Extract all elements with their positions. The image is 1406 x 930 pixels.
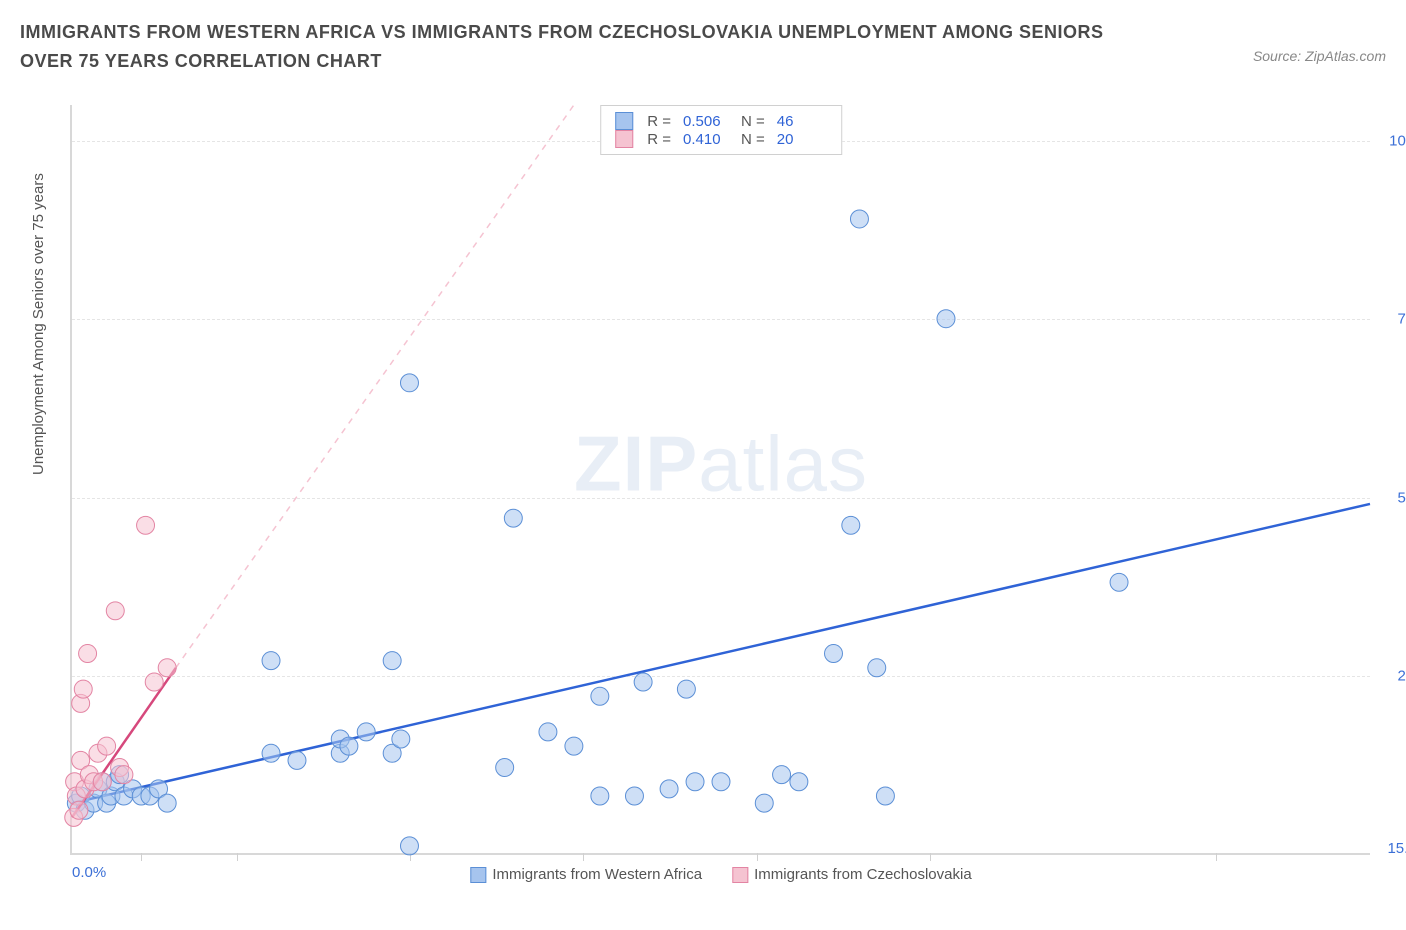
data-point — [712, 773, 730, 791]
x-tick-max: 15.0% — [1387, 840, 1406, 857]
data-point — [825, 645, 843, 663]
data-point — [262, 652, 280, 670]
x-tick-min: 0.0% — [72, 864, 106, 881]
legend-row: R = 0.506 N = 46 — [615, 112, 827, 130]
data-point — [400, 837, 418, 855]
data-point — [660, 780, 678, 798]
n-value: 20 — [777, 131, 827, 148]
source-attribution: Source: ZipAtlas.com — [1253, 48, 1386, 64]
y-axis-label: Unemployment Among Seniors over 75 years — [30, 173, 47, 475]
data-point — [115, 766, 133, 784]
legend-swatch — [615, 130, 633, 148]
scatter-svg — [72, 105, 1370, 853]
data-point — [591, 787, 609, 805]
correlation-chart: Unemployment Among Seniors over 75 years… — [20, 95, 1386, 905]
series-legend: Immigrants from Western Africa Immigrants… — [470, 866, 971, 883]
data-point — [876, 787, 894, 805]
data-point — [392, 730, 410, 748]
correlation-legend: R = 0.506 N = 46 R = 0.410 N = 20 — [600, 105, 842, 155]
data-point — [625, 787, 643, 805]
legend-item: Immigrants from Western Africa — [470, 866, 702, 883]
data-point — [677, 680, 695, 698]
data-point — [70, 801, 88, 819]
data-point — [400, 374, 418, 392]
r-label: R = — [647, 131, 671, 148]
y-tick-label: 75.0% — [1397, 311, 1406, 328]
data-point — [850, 210, 868, 228]
plot-area: ZIPatlas 25.0%50.0%75.0%100.0% 0.0% 15.0… — [70, 105, 1370, 855]
legend-row: R = 0.410 N = 20 — [615, 130, 827, 148]
data-point — [262, 744, 280, 762]
legend-swatch — [615, 112, 633, 130]
data-point — [288, 751, 306, 769]
r-value: 0.410 — [683, 131, 733, 148]
legend-label: Immigrants from Czechoslovakia — [754, 866, 972, 883]
data-point — [842, 516, 860, 534]
data-point — [539, 723, 557, 741]
data-point — [496, 759, 514, 777]
page-title: IMMIGRANTS FROM WESTERN AFRICA VS IMMIGR… — [20, 18, 1120, 76]
data-point — [158, 794, 176, 812]
data-point — [79, 645, 97, 663]
trend-extension — [176, 105, 574, 668]
n-value: 46 — [777, 113, 827, 130]
data-point — [790, 773, 808, 791]
data-point — [591, 687, 609, 705]
data-point — [74, 680, 92, 698]
legend-item: Immigrants from Czechoslovakia — [732, 866, 972, 883]
data-point — [98, 737, 116, 755]
data-point — [686, 773, 704, 791]
data-point — [868, 659, 886, 677]
data-point — [755, 794, 773, 812]
data-point — [504, 509, 522, 527]
legend-swatch — [732, 867, 748, 883]
data-point — [383, 652, 401, 670]
y-tick-label: 100.0% — [1389, 132, 1406, 149]
r-value: 0.506 — [683, 113, 733, 130]
data-point — [340, 737, 358, 755]
y-tick-label: 50.0% — [1397, 489, 1406, 506]
data-point — [158, 659, 176, 677]
legend-swatch — [470, 867, 486, 883]
data-point — [137, 516, 155, 534]
n-label: N = — [741, 113, 765, 130]
legend-label: Immigrants from Western Africa — [492, 866, 702, 883]
data-point — [773, 766, 791, 784]
data-point — [937, 310, 955, 328]
r-label: R = — [647, 113, 671, 130]
data-point — [93, 773, 111, 791]
data-point — [634, 673, 652, 691]
data-point — [357, 723, 375, 741]
y-tick-label: 25.0% — [1397, 668, 1406, 685]
data-point — [145, 673, 163, 691]
data-point — [1110, 573, 1128, 591]
n-label: N = — [741, 131, 765, 148]
data-point — [565, 737, 583, 755]
data-point — [106, 602, 124, 620]
